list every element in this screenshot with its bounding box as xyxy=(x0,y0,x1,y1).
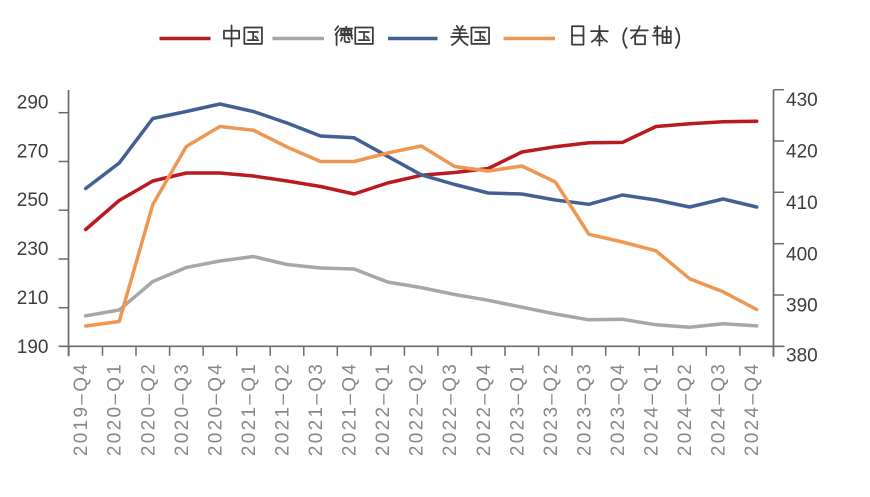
svg-text:270: 270 xyxy=(17,141,49,162)
svg-text:2023–Q1: 2023–Q1 xyxy=(507,362,528,456)
svg-text:410: 410 xyxy=(786,193,818,214)
svg-text:430: 430 xyxy=(786,90,818,111)
svg-text:390: 390 xyxy=(786,296,818,317)
svg-text:2023–Q4: 2023–Q4 xyxy=(608,362,629,456)
svg-text:2020–Q3: 2020–Q3 xyxy=(172,362,193,456)
svg-text:2020–Q1: 2020–Q1 xyxy=(105,362,126,456)
svg-text:2024–Q1: 2024–Q1 xyxy=(642,362,663,456)
svg-text:2021–Q2: 2021–Q2 xyxy=(273,362,294,456)
svg-text:2022–Q3: 2022–Q3 xyxy=(440,362,461,456)
svg-text:380: 380 xyxy=(786,346,818,367)
svg-text:2021–Q4: 2021–Q4 xyxy=(340,362,361,456)
svg-text:2019–Q4: 2019–Q4 xyxy=(71,362,92,456)
svg-text:2020–Q2: 2020–Q2 xyxy=(138,362,159,456)
svg-text:420: 420 xyxy=(786,142,818,163)
svg-text:2022–Q4: 2022–Q4 xyxy=(474,362,495,456)
svg-text:2024–Q3: 2024–Q3 xyxy=(709,362,730,456)
svg-text:230: 230 xyxy=(17,239,49,260)
svg-text:250: 250 xyxy=(17,190,49,211)
svg-text:2024–Q4: 2024–Q4 xyxy=(742,362,763,456)
svg-text:190: 190 xyxy=(17,337,49,358)
svg-text:2021–Q3: 2021–Q3 xyxy=(306,362,327,456)
svg-text:2020–Q4: 2020–Q4 xyxy=(205,362,226,456)
svg-text:2022–Q2: 2022–Q2 xyxy=(407,362,428,456)
svg-text:2022–Q1: 2022–Q1 xyxy=(373,362,394,456)
svg-text:400: 400 xyxy=(786,245,818,266)
svg-text:2021–Q1: 2021–Q1 xyxy=(239,362,260,456)
svg-text:2024–Q2: 2024–Q2 xyxy=(675,362,696,456)
svg-text:210: 210 xyxy=(17,288,49,309)
svg-text:290: 290 xyxy=(17,92,49,113)
svg-text:2023–Q3: 2023–Q3 xyxy=(574,362,595,456)
svg-text:2023–Q2: 2023–Q2 xyxy=(541,362,562,456)
